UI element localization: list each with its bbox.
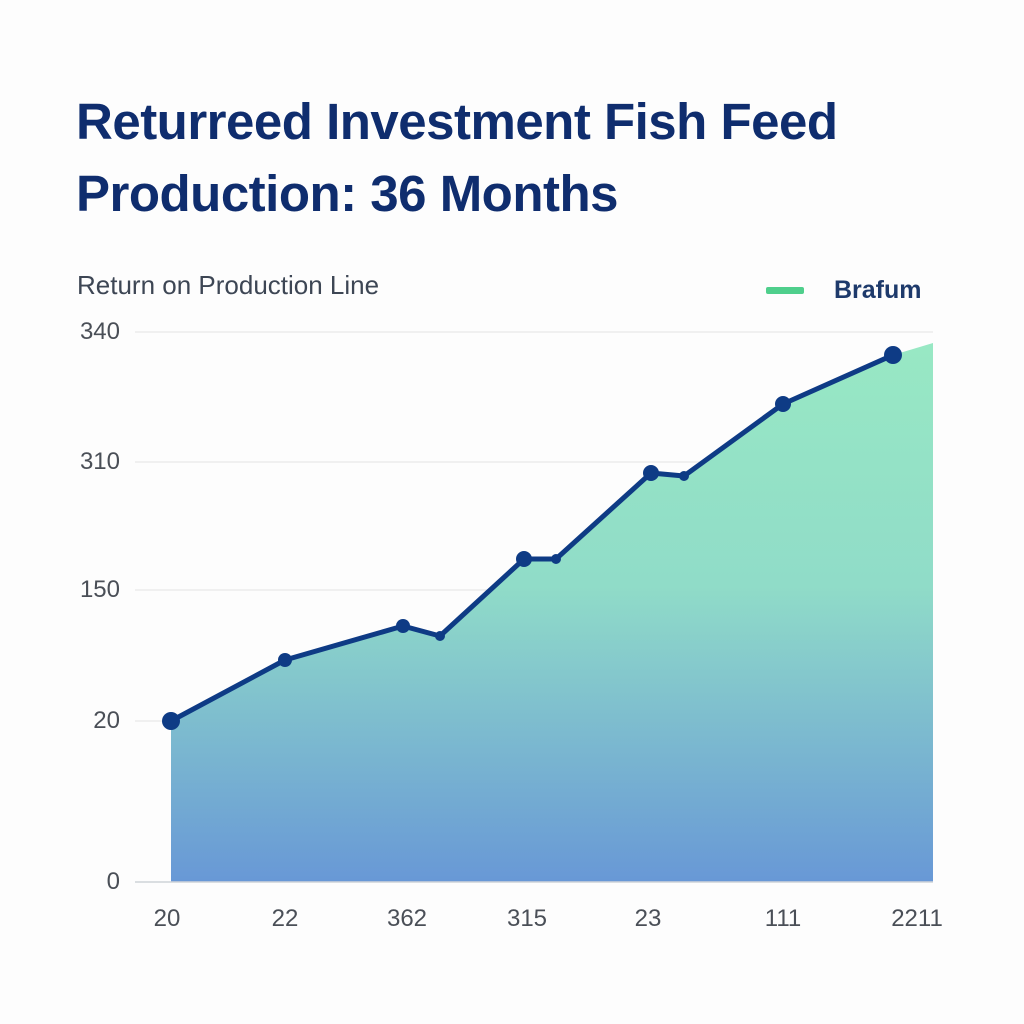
- data-point[interactable]: [162, 712, 180, 730]
- data-markers: [162, 346, 902, 730]
- data-point[interactable]: [278, 653, 292, 667]
- series-line: [168, 352, 896, 724]
- y-tick-label: 20: [93, 707, 120, 734]
- x-tick-label: 23: [634, 905, 662, 932]
- y-tick-label: 310: [79, 448, 120, 475]
- x-tick-label: 22: [271, 905, 299, 932]
- data-point[interactable]: [679, 471, 689, 481]
- legend: Brafum: [766, 276, 922, 305]
- data-point[interactable]: [643, 465, 659, 481]
- legend-label: Brafum: [834, 276, 922, 304]
- x-tick-label: 315: [506, 905, 548, 932]
- data-point[interactable]: [775, 396, 791, 412]
- y-tick-label: 150: [79, 576, 120, 603]
- data-point[interactable]: [551, 554, 561, 564]
- x-tick-label: 2211: [891, 905, 943, 932]
- y-tick-label: 0: [106, 868, 120, 895]
- x-tick-label: 111: [764, 905, 802, 932]
- area-fill: [171, 343, 933, 882]
- y-tick-label: 340: [79, 318, 120, 345]
- chart-subtitle: Return on Production Line: [77, 270, 380, 300]
- x-tick-label: 20: [153, 905, 181, 932]
- data-point[interactable]: [396, 619, 410, 633]
- data-point[interactable]: [884, 346, 902, 364]
- data-point[interactable]: [516, 551, 532, 567]
- legend-swatch-icon: [766, 287, 804, 294]
- data-point[interactable]: [435, 631, 445, 641]
- chart-title: Returreed Investment Fish Feed Productio…: [76, 93, 838, 222]
- x-tick-label: 362: [386, 905, 428, 932]
